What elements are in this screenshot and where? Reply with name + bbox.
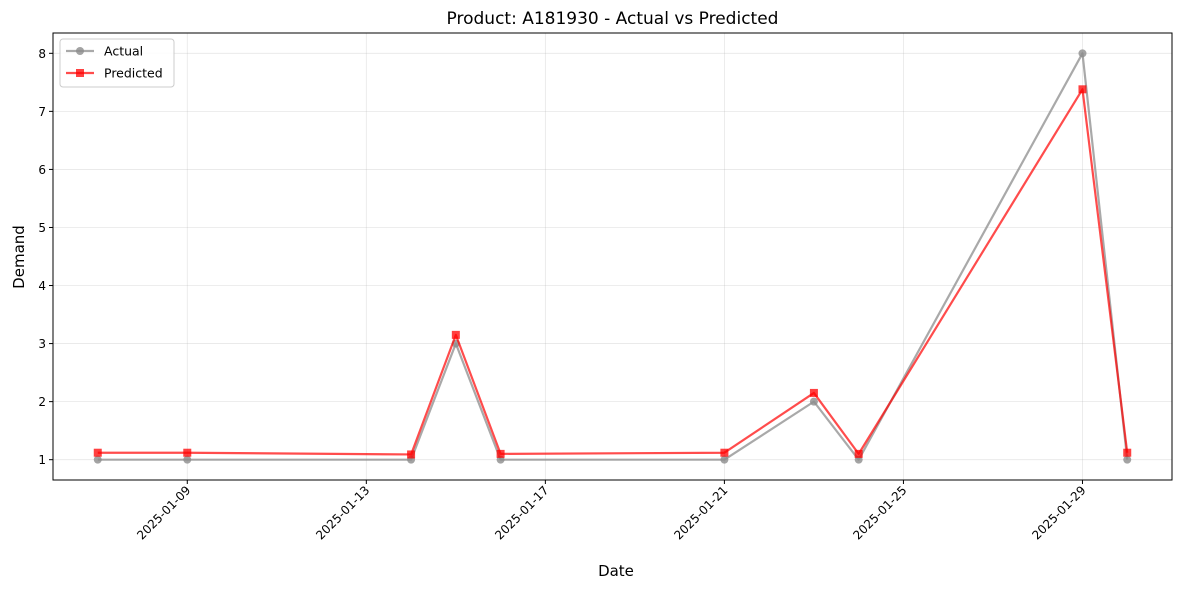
data-point-predicted bbox=[183, 448, 192, 457]
plot-area bbox=[52, 32, 1173, 481]
y-tick-label: 2 bbox=[38, 395, 46, 409]
legend-actual-marker bbox=[76, 47, 84, 55]
chart-title: Product: A181930 - Actual vs Predicted bbox=[447, 9, 779, 29]
y-tick-label: 5 bbox=[38, 221, 46, 235]
data-point-predicted bbox=[93, 448, 102, 457]
data-point-actual bbox=[1123, 455, 1132, 464]
series-line-predicted bbox=[97, 88, 1129, 456]
data-point-predicted bbox=[407, 450, 416, 459]
data-point-actual bbox=[720, 455, 729, 464]
data-point-predicted bbox=[1078, 85, 1087, 94]
data-point-predicted bbox=[1123, 448, 1132, 457]
legend-predicted-label: Predicted bbox=[104, 66, 163, 81]
legend: Actual Predicted bbox=[59, 38, 175, 88]
grid bbox=[53, 33, 1172, 480]
data-point-actual bbox=[1078, 49, 1087, 58]
y-axis: 1 2 3 4 5 6 7 8 bbox=[38, 47, 53, 467]
legend-actual-label: Actual bbox=[104, 44, 143, 59]
y-tick-label: 3 bbox=[38, 337, 46, 351]
y-tick-label: 4 bbox=[38, 279, 46, 293]
data-point-predicted bbox=[854, 449, 863, 458]
series-layer bbox=[93, 49, 1132, 464]
data-point-actual bbox=[93, 455, 102, 464]
y-tick-label: 6 bbox=[38, 163, 46, 177]
y-tick-label: 1 bbox=[38, 453, 46, 467]
legend-predicted-marker bbox=[76, 69, 84, 77]
y-axis-label: Demand bbox=[10, 225, 28, 289]
y-tick-label: 7 bbox=[38, 105, 46, 119]
series-line-actual bbox=[97, 52, 1129, 461]
data-point-actual bbox=[809, 397, 818, 406]
data-point-predicted bbox=[496, 449, 505, 458]
y-tick-label: 8 bbox=[38, 47, 46, 61]
x-axis-label: Date bbox=[598, 562, 634, 580]
data-point-actual bbox=[183, 455, 192, 464]
data-point-predicted bbox=[720, 448, 729, 457]
data-point-predicted bbox=[451, 330, 460, 339]
data-point-predicted bbox=[809, 388, 818, 397]
